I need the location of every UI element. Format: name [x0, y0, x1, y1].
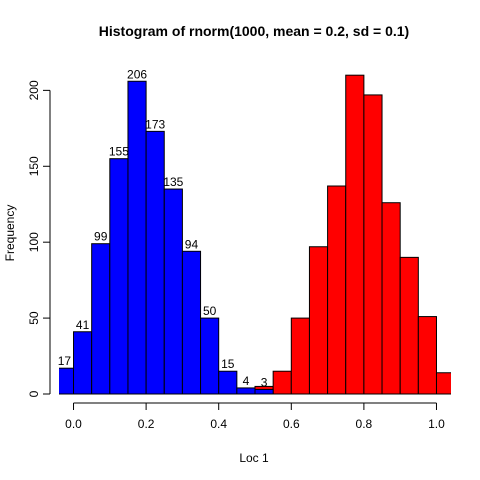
histogram-bar-series-1 — [163, 188, 183, 395]
histogram-bar-series-2 — [435, 372, 451, 395]
histogram-bar-series-1 — [91, 243, 111, 395]
bar-count-label: 94 — [185, 237, 199, 251]
y-tick-label: 0 — [27, 390, 41, 397]
bar-count-label: 50 — [203, 304, 217, 318]
histogram-bar-series-1 — [236, 387, 256, 395]
y-axis-label: Frequency — [3, 205, 17, 262]
x-tick-label: 0.0 — [65, 417, 82, 431]
bar-count-label: 206 — [127, 67, 147, 81]
x-tick-label: 0.4 — [210, 417, 227, 431]
chart-title: Histogram of rnorm(1000, mean = 0.2, sd … — [99, 23, 409, 39]
histogram-bar-series-2 — [363, 94, 383, 395]
y-axis: 0 50 100 150 200 — [27, 80, 51, 397]
bar-count-label: 173 — [145, 117, 165, 131]
histogram-bar-series-2 — [345, 74, 365, 395]
histogram-bar-series-2 — [381, 202, 401, 395]
histogram-bar-series-1 — [59, 367, 75, 395]
histogram-bar-series-2 — [272, 370, 292, 395]
x-tick-label: 0.8 — [356, 417, 373, 431]
histogram-bar-series-1 — [109, 158, 129, 395]
plot-area: 17 41 99 155 206 173 135 94 50 15 4 3 — [58, 67, 451, 395]
bar-count-label: 41 — [76, 318, 90, 332]
y-tick-label: 200 — [27, 80, 41, 100]
histogram-bar-series-1 — [181, 250, 202, 395]
histogram-bar-series-2 — [417, 316, 437, 395]
histogram-bar-series-1 — [254, 388, 274, 395]
y-tick-label: 150 — [27, 156, 41, 176]
y-tick-label: 100 — [27, 232, 41, 252]
bar-count-label: 15 — [221, 357, 235, 371]
y-tick-label: 50 — [27, 311, 41, 325]
histogram-bar-series-2 — [327, 185, 347, 395]
histogram-bar-series-2 — [308, 246, 329, 395]
histogram-bar-series-1 — [127, 80, 147, 395]
x-tick-label: 1.0 — [428, 417, 445, 431]
bar-count-label: 135 — [163, 175, 183, 189]
histogram-bar-series-2 — [399, 256, 419, 395]
x-tick-label: 0.6 — [283, 417, 300, 431]
bar-count-label: 17 — [58, 354, 72, 368]
histogram-bar-series-2 — [290, 317, 310, 395]
x-tick-label: 0.2 — [138, 417, 155, 431]
x-axis-label: Loc 1 — [239, 451, 269, 465]
bar-count-label: 3 — [261, 375, 268, 389]
bar-count-label: 155 — [109, 145, 129, 159]
histogram-bar-series-1 — [218, 370, 238, 395]
histogram-bar-series-1 — [145, 130, 165, 395]
bar-count-label: 99 — [94, 230, 108, 244]
bar-count-label: 4 — [243, 374, 250, 388]
histogram-bar-series-1 — [73, 331, 93, 395]
histogram-bar-series-1 — [200, 317, 220, 395]
x-axis: 0.0 0.2 0.4 0.6 0.8 1.0 — [65, 402, 445, 431]
